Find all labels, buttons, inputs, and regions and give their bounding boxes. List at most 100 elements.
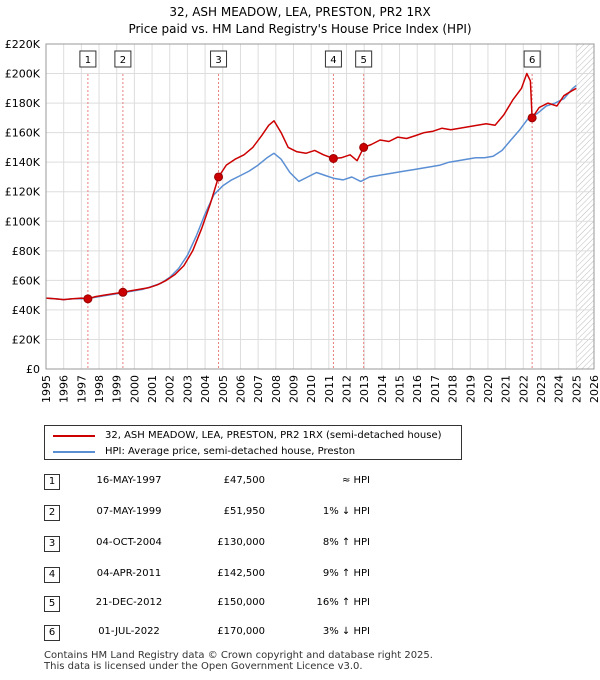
- x-tick-label: 2000: [128, 375, 141, 403]
- sale-date: 21-DEC-2012: [95, 597, 163, 608]
- x-tick-label: 2015: [394, 375, 407, 403]
- plot-area: [46, 44, 594, 369]
- sale-price: £142,500: [217, 568, 265, 579]
- chart-subtitle: Price paid vs. HM Land Registry's House …: [128, 22, 472, 36]
- sale-row: 6 01-JUL-2022 £170,000 3% ↓ HPI: [0, 621, 600, 645]
- y-tick-label: £40K: [12, 304, 41, 317]
- sale-marker-label: 6: [529, 55, 535, 66]
- sale-hpi-comparison: 9% ↑ HPI: [322, 568, 370, 579]
- sale-price: £170,000: [217, 626, 265, 637]
- footer-licence: This data is licensed under the Open Gov…: [44, 661, 363, 672]
- legend-swatch-hpi: [53, 451, 95, 453]
- sale-number-badge: 5: [44, 596, 60, 612]
- sale-hpi-comparison: 8% ↑ HPI: [322, 537, 370, 548]
- y-tick-label: £220K: [5, 38, 41, 51]
- x-tick-label: 2006: [234, 375, 247, 403]
- x-tick-label: 1995: [40, 375, 53, 403]
- sale-point: [214, 172, 224, 182]
- sale-point: [359, 142, 369, 152]
- y-tick-label: £200K: [5, 68, 41, 81]
- sale-date: 16-MAY-1997: [96, 475, 162, 486]
- x-tick-label: 1997: [75, 375, 88, 403]
- sale-marker-box: [79, 50, 97, 68]
- y-tick-label: £120K: [5, 186, 41, 199]
- legend-swatch-property: [53, 435, 95, 437]
- sale-marker-box: [523, 50, 541, 68]
- y-tick-label: £60K: [12, 274, 41, 287]
- chart-legend: 32, ASH MEADOW, LEA, PRESTON, PR2 1RX (s…: [44, 425, 462, 460]
- y-tick-label: £100K: [5, 215, 41, 228]
- sale-price: £150,000: [217, 597, 265, 608]
- price-chart: £0 £20K £40K £60K £80K £100K £120K £140K £160K £1…: [5, 38, 600, 403]
- sale-row: 4 04-APR-2011 £142,500 9% ↑ HPI: [0, 563, 600, 587]
- sale-point: [118, 287, 128, 297]
- y-tick-label: £180K: [5, 97, 41, 110]
- sale-marker-box: [210, 50, 228, 68]
- x-tick-label: 1998: [93, 375, 106, 403]
- sale-row: 2 07-MAY-1999 £51,950 1% ↓ HPI: [0, 501, 600, 525]
- sale-date: 07-MAY-1999: [96, 506, 162, 517]
- footer-copyright: Contains HM Land Registry data © Crown c…: [44, 650, 433, 661]
- y-tick-label: £160K: [5, 127, 41, 140]
- y-tick-label: £140K: [5, 156, 41, 169]
- x-tick-label: 2005: [217, 375, 230, 403]
- x-tick-label: 2022: [517, 375, 530, 403]
- x-tick-label: 2026: [588, 375, 600, 403]
- x-tick-label: 2020: [482, 375, 495, 403]
- x-tick-label: 2017: [429, 375, 442, 403]
- sale-marker-label: 1: [85, 55, 91, 66]
- y-tick-label: £0: [26, 363, 40, 376]
- sale-price: £130,000: [217, 537, 265, 548]
- sale-date: 04-APR-2011: [96, 568, 162, 579]
- sale-number-badge: 4: [44, 567, 60, 583]
- x-tick-label: 2011: [323, 375, 336, 403]
- sale-marker-box: [114, 50, 132, 68]
- x-tick-label: 2004: [199, 375, 212, 403]
- x-tick-label: 1996: [58, 375, 71, 403]
- x-tick-label: 2025: [570, 375, 583, 403]
- sale-hpi-comparison: 3% ↓ HPI: [322, 626, 370, 637]
- sale-number-badge: 6: [44, 625, 60, 641]
- forecast-hatch: [576, 44, 594, 369]
- sale-date: 04-OCT-2004: [96, 537, 162, 548]
- x-tick-label: 2013: [358, 375, 371, 403]
- x-tick-label: 2003: [181, 375, 194, 403]
- sale-number-badge: 3: [44, 536, 60, 552]
- y-tick-label: £20K: [12, 333, 41, 346]
- sale-marker-label: 2: [120, 55, 126, 66]
- x-tick-label: 2010: [305, 375, 318, 403]
- x-tick-label: 2001: [146, 375, 159, 403]
- x-tick-label: 2008: [270, 375, 283, 403]
- legend-label-property: 32, ASH MEADOW, LEA, PRESTON, PR2 1RX (s…: [105, 430, 442, 441]
- x-tick-label: 2018: [447, 375, 460, 403]
- sale-hpi-comparison: 1% ↓ HPI: [322, 506, 370, 517]
- sale-price: £51,950: [223, 506, 265, 517]
- sale-price: £47,500: [223, 475, 265, 486]
- y-tick-label: £80K: [12, 245, 41, 258]
- legend-label-hpi: HPI: Average price, semi-detached house,…: [105, 446, 356, 457]
- x-tick-label: 2021: [500, 375, 513, 403]
- price-series-line: [45, 72, 577, 301]
- sale-hpi-comparison: ≈ HPI: [341, 475, 370, 486]
- footer-attribution: Contains HM Land Registry data © Crown c…: [44, 650, 433, 672]
- sale-point: [328, 153, 338, 163]
- x-tick-label: 2012: [341, 375, 354, 403]
- x-tick-label: 2002: [164, 375, 177, 403]
- sale-date: 01-JUL-2022: [98, 626, 160, 637]
- sale-row: 1 16-MAY-1997 £47,500 ≈ HPI: [0, 470, 600, 494]
- x-tick-label: 1999: [111, 375, 124, 403]
- sale-point: [527, 113, 537, 123]
- sale-marker-box: [324, 50, 342, 68]
- x-tick-label: 2014: [376, 375, 389, 403]
- sale-hpi-comparison: 16% ↑ HPI: [316, 597, 370, 608]
- x-tick-label: 2024: [553, 375, 566, 403]
- sale-marker-label: 3: [215, 55, 221, 66]
- x-tick-label: 2016: [411, 375, 424, 403]
- sale-row: 3 04-OCT-2004 £130,000 8% ↑ HPI: [0, 532, 600, 556]
- x-tick-label: 2007: [252, 375, 265, 403]
- sale-row: 5 21-DEC-2012 £150,000 16% ↑ HPI: [0, 592, 600, 616]
- sale-number-badge: 1: [44, 474, 60, 490]
- sale-marker-label: 5: [360, 55, 366, 66]
- sale-number-badge: 2: [44, 505, 60, 521]
- x-tick-label: 2009: [287, 375, 300, 403]
